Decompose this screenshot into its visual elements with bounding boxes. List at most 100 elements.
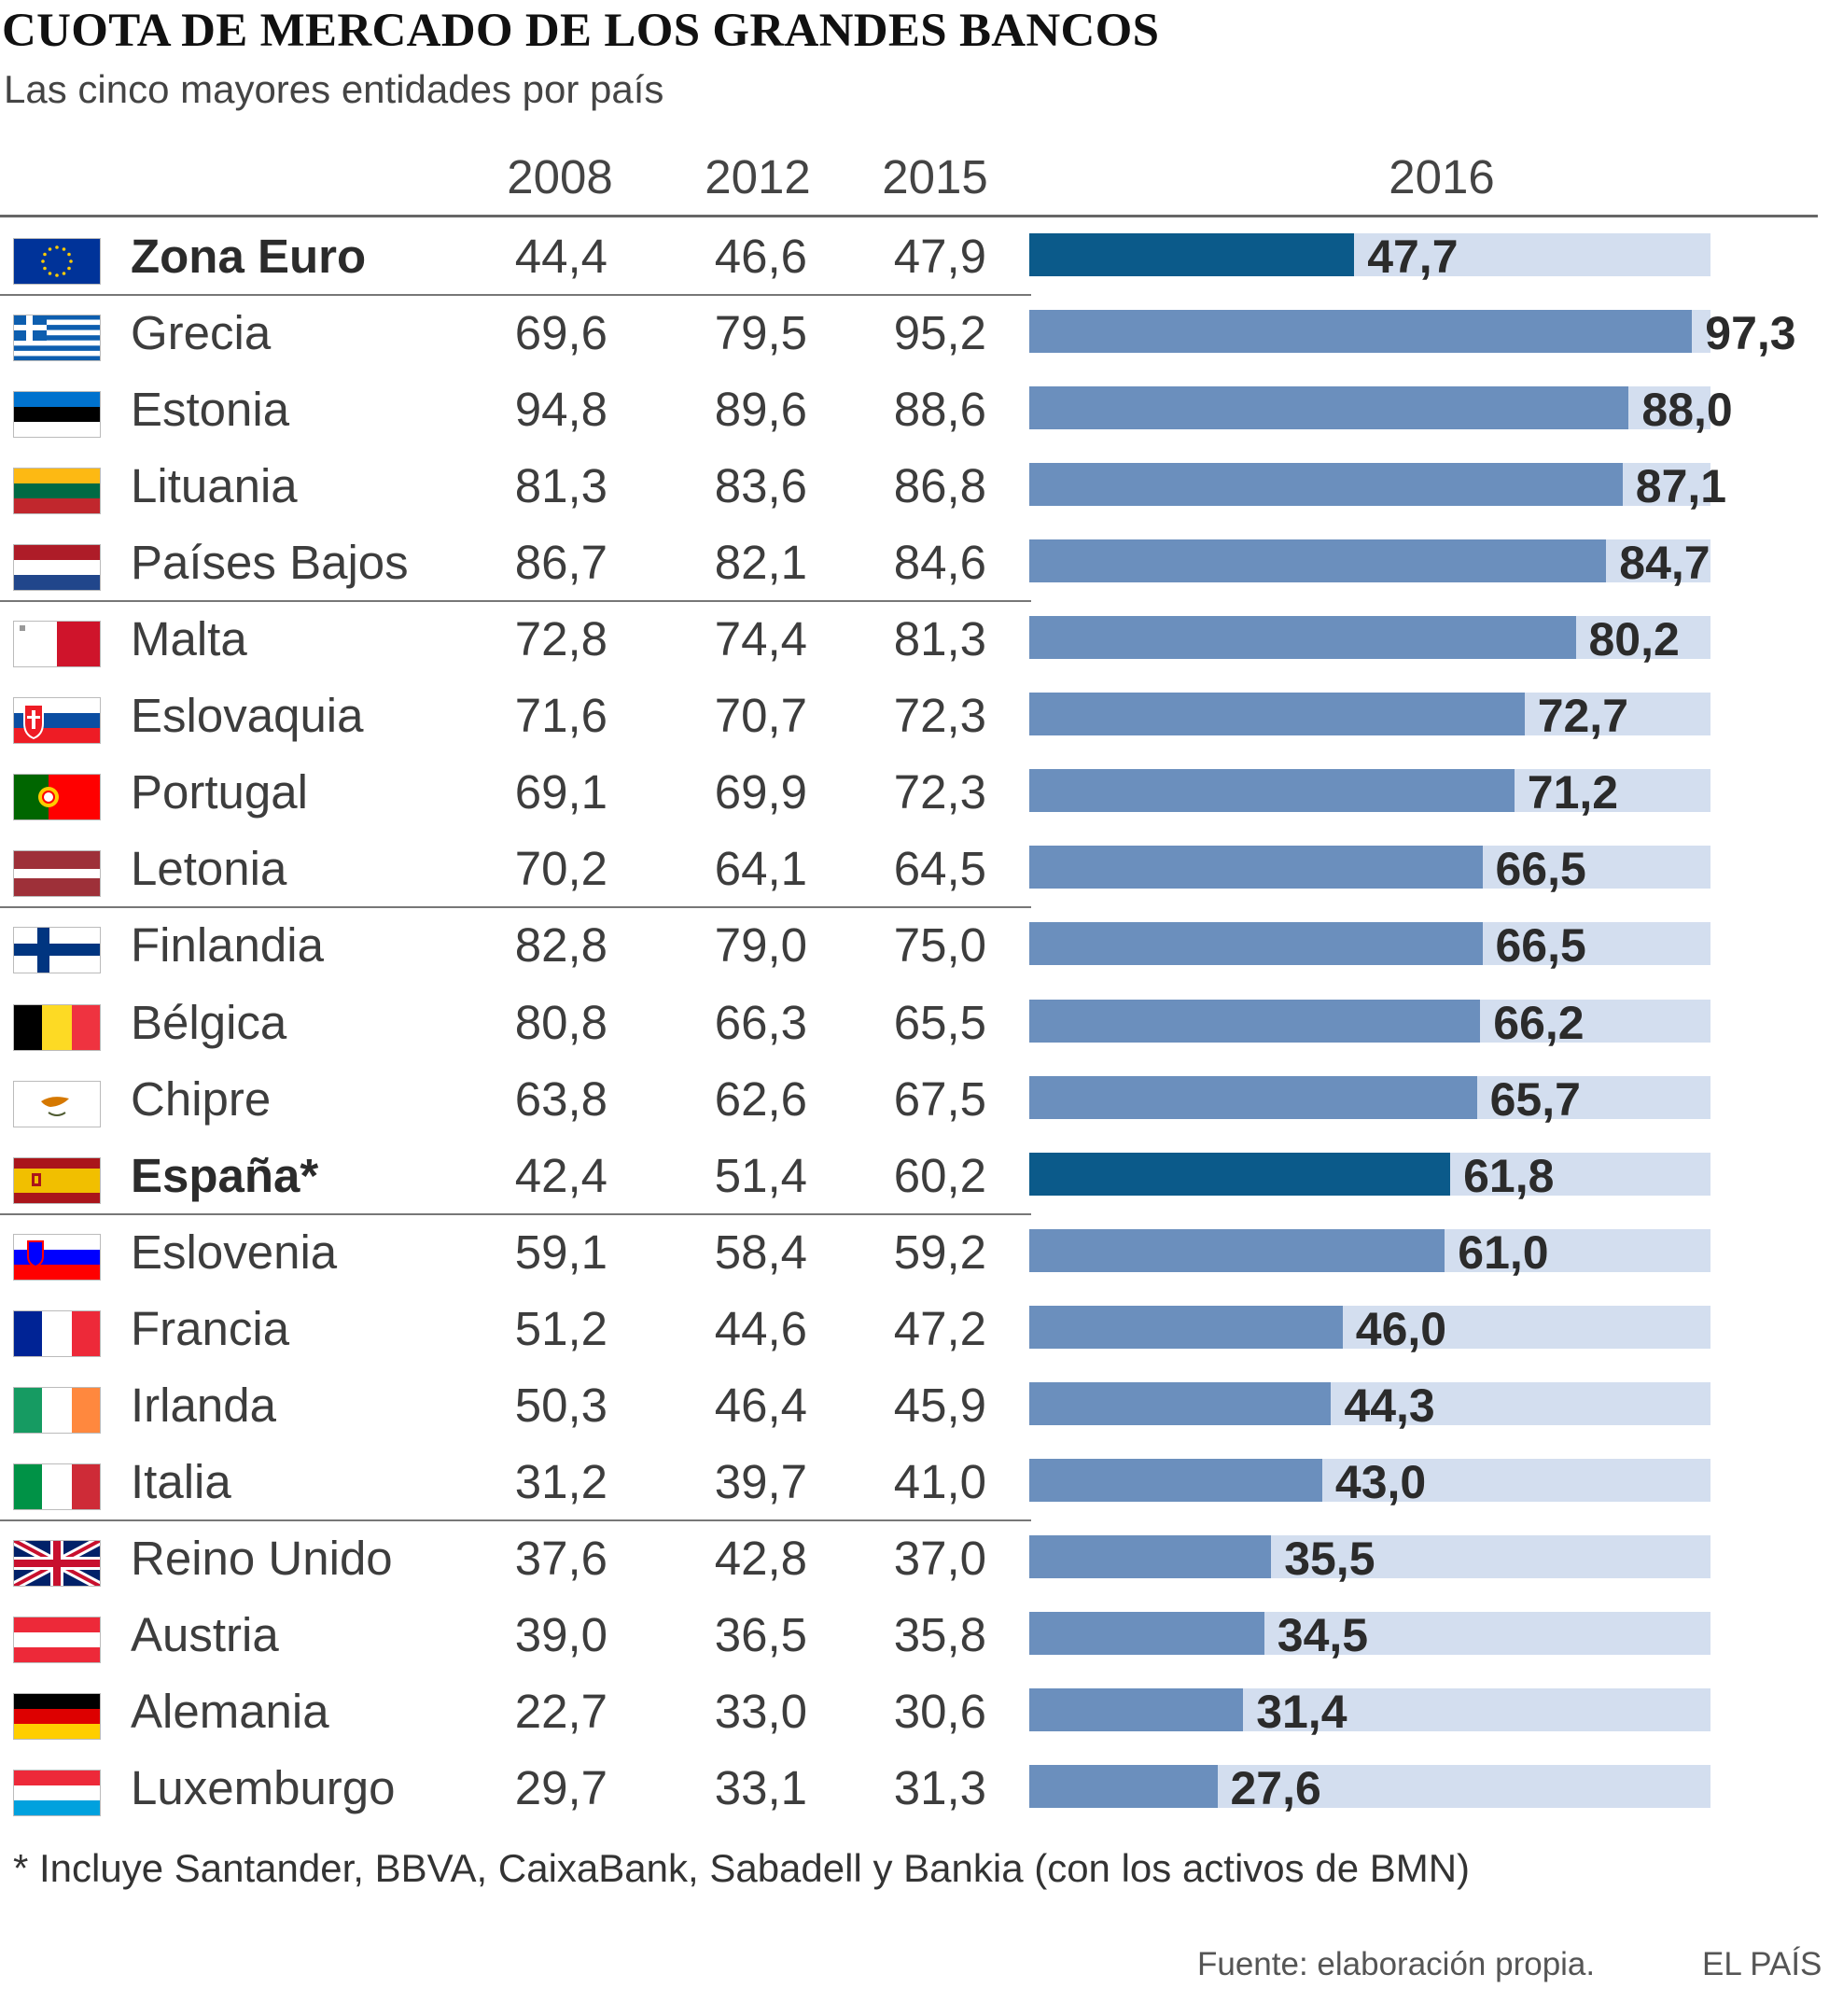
country-name: Irlanda <box>131 1378 276 1432</box>
country-name: Eslovenia <box>131 1225 338 1279</box>
value-2015: 59,2 <box>893 1225 986 1279</box>
value-2015: 31,3 <box>893 1761 986 1814</box>
header-rule <box>0 215 1818 217</box>
country-name: Zona Euro <box>131 230 367 283</box>
country-name: Italia <box>131 1454 231 1508</box>
spain-flag <box>13 1156 101 1204</box>
slovakia-flag <box>13 697 101 745</box>
value-label-2016: 61,0 <box>1458 1225 1549 1279</box>
table-row: Alemania 22,7 33,0 30,6 31,4 <box>0 1673 1829 1750</box>
bar-2016 <box>1029 693 1525 736</box>
table-row: Finlandia 82,8 79,0 75,0 66,5 <box>0 907 1829 984</box>
bar-2016 <box>1029 1152 1451 1196</box>
bar-2016 <box>1029 1305 1343 1349</box>
value-label-2016: 97,3 <box>1705 307 1796 360</box>
country-name: Bélgica <box>131 995 287 1049</box>
value-2015: 95,2 <box>893 306 986 360</box>
table-row: Irlanda 50,3 46,4 45,9 44,3 <box>0 1367 1829 1444</box>
value-2012: 74,4 <box>714 612 807 666</box>
country-name: España* <box>131 1148 319 1202</box>
value-2012: 46,4 <box>714 1378 807 1432</box>
country-name: Letonia <box>131 842 287 896</box>
country-name: Alemania <box>131 1685 329 1738</box>
value-2008: 82,8 <box>514 918 607 973</box>
value-label-2016: 43,0 <box>1334 1455 1427 1508</box>
bar-2016 <box>1029 1075 1477 1119</box>
slovenia-flag <box>13 1233 101 1281</box>
value-label-2016: 31,4 <box>1256 1686 1347 1738</box>
table-row: Reino Unido 37,6 42,8 37,0 35,5 <box>0 1520 1829 1597</box>
value-label-2016: 84,7 <box>1619 537 1710 590</box>
value-2012: 79,0 <box>714 918 807 973</box>
brand-label: EL PAÍS <box>1702 1946 1822 1982</box>
greece-flag <box>13 315 101 362</box>
bar-2016 <box>1029 539 1607 583</box>
value-2008: 80,8 <box>514 995 607 1049</box>
value-2012: 46,6 <box>714 230 807 283</box>
bar-2016 <box>1029 846 1483 889</box>
value-2012: 64,1 <box>714 842 807 896</box>
country-name: Malta <box>131 612 247 666</box>
group-divider <box>0 1212 1031 1215</box>
germany-flag <box>13 1693 101 1740</box>
value-2008: 29,7 <box>514 1761 607 1814</box>
value-label-2016: 34,5 <box>1277 1608 1369 1661</box>
group-divider <box>0 294 1031 297</box>
table-row: Lituania 81,3 83,6 86,8 87,1 <box>0 448 1829 525</box>
bar-2016 <box>1029 1765 1218 1808</box>
value-label-2016: 35,5 <box>1284 1532 1375 1585</box>
value-2015: 30,6 <box>893 1685 986 1738</box>
group-divider <box>0 600 1031 603</box>
table-row: Malta 72,8 74,4 81,3 80,2 <box>0 601 1829 678</box>
bar-2016 <box>1029 233 1355 276</box>
value-2012: 62,6 <box>714 1071 807 1126</box>
bar-2016 <box>1029 769 1515 813</box>
value-label-2016: 65,7 <box>1489 1072 1581 1126</box>
value-2015: 72,3 <box>893 689 986 743</box>
table-row: Chipre 63,8 62,6 67,5 65,7 <box>0 1061 1829 1138</box>
value-2012: 83,6 <box>714 459 807 513</box>
value-2015: 81,3 <box>893 612 986 666</box>
bar-2016 <box>1029 1534 1272 1578</box>
value-2008: 81,3 <box>514 459 607 513</box>
lithuania-flag <box>13 468 101 515</box>
finland-flag <box>13 927 101 974</box>
italy-flag <box>13 1463 101 1510</box>
value-label-2016: 46,0 <box>1355 1302 1447 1355</box>
column-header-2016: 2016 <box>1389 150 1495 203</box>
value-2015: 67,5 <box>893 1071 986 1126</box>
value-2012: 79,5 <box>714 306 807 360</box>
country-name: Austria <box>131 1607 279 1661</box>
value-2015: 64,5 <box>893 842 986 896</box>
value-2008: 86,7 <box>514 536 607 590</box>
value-2015: 65,5 <box>893 995 986 1049</box>
value-2015: 37,0 <box>893 1531 986 1585</box>
country-name: Luxemburgo <box>131 1761 396 1814</box>
table-row: España* 42,4 51,4 60,2 61,8 <box>0 1138 1829 1214</box>
value-2012: 89,6 <box>714 383 807 437</box>
value-2015: 88,6 <box>893 383 986 437</box>
value-2008: 42,4 <box>514 1148 607 1202</box>
eu-flag <box>13 238 101 285</box>
value-2015: 47,9 <box>893 230 986 283</box>
value-label-2016: 72,7 <box>1537 690 1629 743</box>
bar-2016 <box>1029 1381 1332 1425</box>
value-label-2016: 80,2 <box>1588 613 1680 666</box>
value-2012: 33,0 <box>714 1685 807 1738</box>
country-name: Países Bajos <box>131 536 409 590</box>
group-divider <box>0 906 1031 909</box>
value-label-2016: 47,7 <box>1367 231 1459 283</box>
chart-subtitle: Las cinco mayores entidades por país <box>4 67 664 111</box>
value-2008: 50,3 <box>514 1378 607 1432</box>
ireland-flag <box>13 1386 101 1434</box>
value-2015: 47,2 <box>893 1301 986 1355</box>
column-header-2015: 2015 <box>882 150 988 203</box>
value-2008: 37,6 <box>514 1531 607 1585</box>
value-label-2016: 71,2 <box>1527 766 1619 819</box>
value-label-2016: 66,2 <box>1493 996 1585 1049</box>
value-2008: 63,8 <box>514 1071 607 1126</box>
value-2012: 33,1 <box>714 1761 807 1814</box>
value-label-2016: 27,6 <box>1230 1762 1321 1814</box>
table-row: Luxemburgo 29,7 33,1 31,3 27,6 <box>0 1750 1829 1827</box>
